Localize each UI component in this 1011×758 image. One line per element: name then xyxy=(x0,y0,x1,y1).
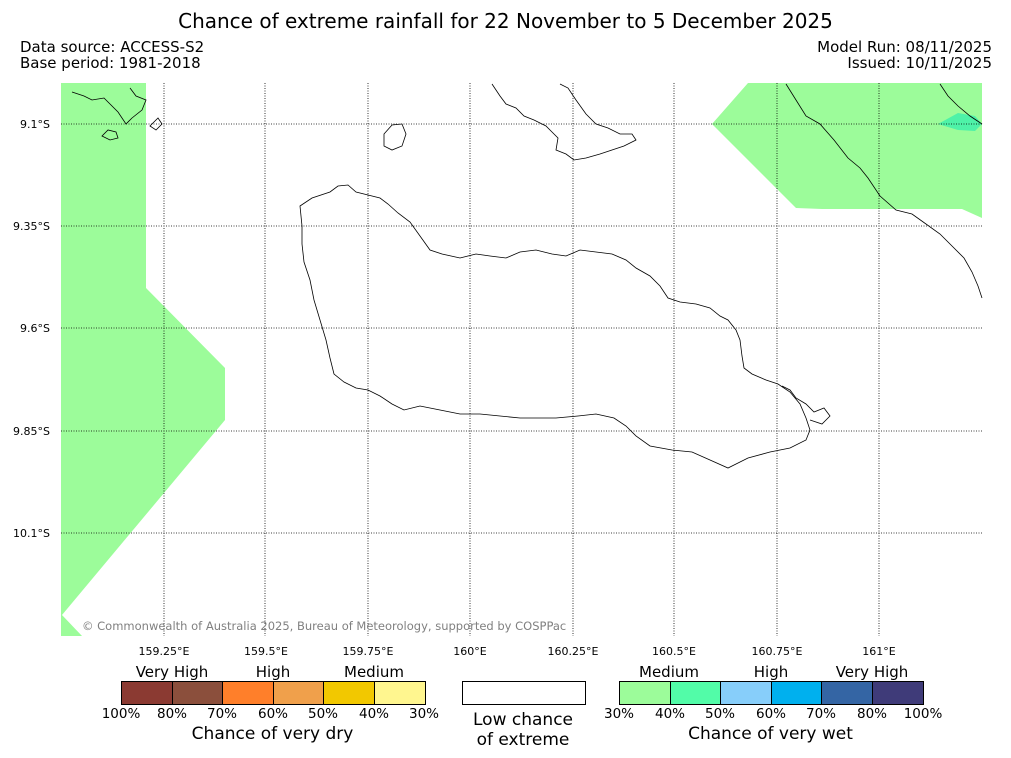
source-info: Data source: ACCESS-S2 Base period: 1981… xyxy=(20,39,204,71)
wet-swatch xyxy=(772,682,822,704)
dry-tick: 80% xyxy=(156,706,187,722)
lon-label: 160.75°E xyxy=(751,645,803,658)
dry-swatch xyxy=(324,682,375,704)
wet-tick: 40% xyxy=(654,706,685,722)
dry-colorbar xyxy=(121,681,426,705)
lon-label: 161°E xyxy=(862,645,896,658)
lat-label: 9.35°S xyxy=(13,220,50,233)
lon-label: 159.5°E xyxy=(244,645,288,658)
lon-label: 159.25°E xyxy=(138,645,190,658)
copyright-notice: © Commonwealth of Australia 2025, Bureau… xyxy=(82,619,567,633)
wet-legend-title: Chance of very wet xyxy=(688,724,853,744)
wet-tick: 70% xyxy=(805,706,836,722)
malaita-east-coast xyxy=(939,83,983,125)
wet-colorbar xyxy=(619,681,924,705)
southeast-islets xyxy=(781,385,831,425)
wet-tick: 30% xyxy=(603,706,634,722)
low-chance-swatch xyxy=(462,681,586,705)
lon-label: 160.5°E xyxy=(652,645,696,658)
low-chance-label: Low chance of extreme xyxy=(452,710,594,750)
guadalcanal-coastline xyxy=(299,184,811,469)
lat-label: 9.6°S xyxy=(20,322,50,335)
lon-label: 160.25°E xyxy=(547,645,599,658)
dry-tick: 30% xyxy=(408,706,439,722)
wet-swatch xyxy=(620,682,671,704)
wet-category-label: Very High xyxy=(835,663,909,681)
coastlines xyxy=(71,83,983,469)
gridlines xyxy=(61,83,982,636)
wet-swatch xyxy=(671,682,721,704)
data-source: Data source: ACCESS-S2 xyxy=(20,38,205,56)
wet-tick: 60% xyxy=(755,706,786,722)
northwest-islet-2 xyxy=(101,129,119,141)
wet-region-northeast xyxy=(712,83,982,218)
dry-swatch xyxy=(274,682,324,704)
dry-tick: 50% xyxy=(307,706,338,722)
wet-tick: 50% xyxy=(704,706,735,722)
dry-category-label: Very High xyxy=(135,663,209,681)
dry-legend-title: Chance of very dry xyxy=(191,724,354,744)
lat-label: 9.85°S xyxy=(13,425,50,438)
dry-tick: 70% xyxy=(206,706,237,722)
wet-swatch xyxy=(873,682,923,704)
dry-swatch xyxy=(223,682,274,704)
lat-label: 10.1°S xyxy=(13,527,50,540)
wet-region-west xyxy=(61,83,225,636)
nggela-islands xyxy=(491,83,637,161)
wet-region-high-patch xyxy=(938,113,982,131)
issued-date: Issued: 10/11/2025 xyxy=(847,54,992,72)
wet-category-label: Medium xyxy=(639,663,699,681)
wet-swatch xyxy=(721,682,772,704)
lon-label: 159.75°E xyxy=(342,645,394,658)
wet-tick: 100% xyxy=(903,706,943,722)
model-run: Model Run: 08/11/2025 xyxy=(817,38,992,56)
dry-swatch xyxy=(375,682,425,704)
run-info: Model Run: 08/11/2025 Issued: 10/11/2025 xyxy=(817,39,992,71)
low-chance-line1: Low chance xyxy=(473,710,573,730)
dry-category-label: High xyxy=(255,663,291,681)
chart-title: Chance of extreme rainfall for 22 Novemb… xyxy=(178,9,833,33)
base-period: Base period: 1981-2018 xyxy=(20,54,201,72)
dry-tick: 40% xyxy=(358,706,389,722)
northwest-islets xyxy=(71,87,147,125)
malaita-coastline xyxy=(785,83,983,299)
northwest-islet-3 xyxy=(149,117,163,131)
wet-swatch xyxy=(822,682,873,704)
wet-category-label: High xyxy=(753,663,789,681)
dry-tick: 100% xyxy=(101,706,141,722)
dry-tick: 60% xyxy=(257,706,288,722)
low-chance-line2: of extreme xyxy=(476,730,570,750)
wet-tick: 80% xyxy=(856,706,887,722)
lon-label: 160°E xyxy=(453,645,487,658)
dry-swatch xyxy=(173,682,223,704)
lat-label: 9.1°S xyxy=(20,118,50,131)
savo-island xyxy=(383,123,407,151)
dry-swatch xyxy=(122,682,173,704)
dry-category-label: Medium xyxy=(344,663,404,681)
